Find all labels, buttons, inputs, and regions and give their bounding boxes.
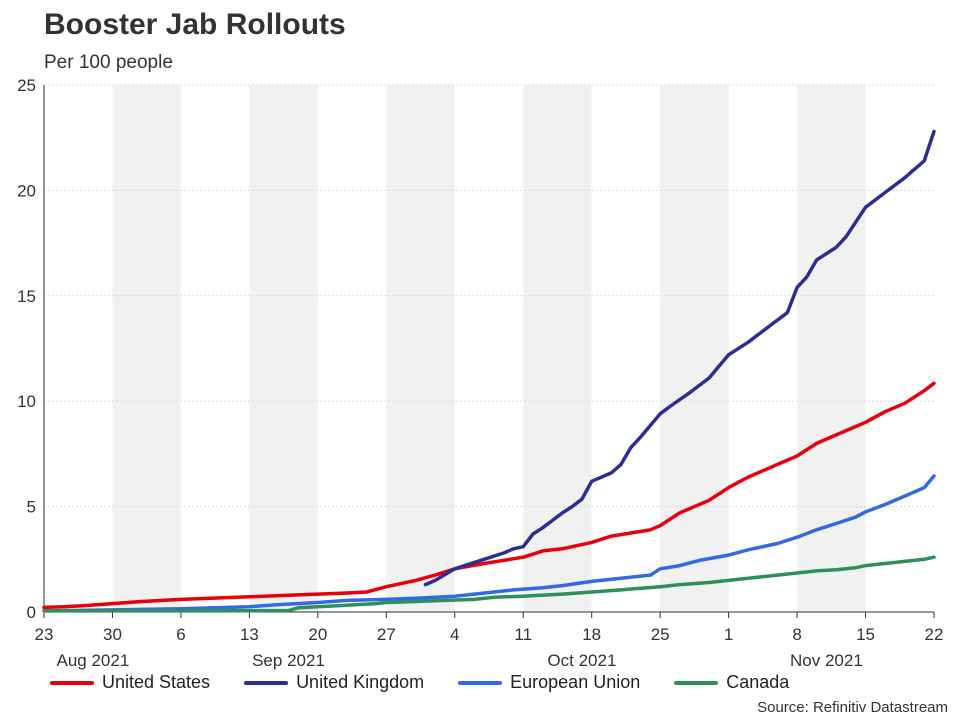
y-tick-label: 5 [27,498,36,517]
shaded-band-1 [249,85,318,612]
legend-label-canada: Canada [726,672,790,692]
y-tick-label: 15 [17,287,36,306]
legend-item-united-states: United States [50,672,210,693]
series-line-united-states [42,381,936,610]
shaded-band-0 [112,85,181,612]
y-tick-label: 25 [17,76,36,95]
shaded-band-4 [660,85,729,612]
chart-title: Booster Jab Rollouts [44,8,346,41]
series-line-canada [42,555,936,613]
x-tick-label: 27 [377,625,396,644]
legend-item-european-union: European Union [458,672,640,693]
shaded-band-2 [386,85,455,612]
x-month-label: Oct 2021 [547,651,616,670]
chart-subtitle: Per 100 people [44,52,173,73]
x-tick-label: 11 [514,625,532,644]
x-tick-label: 30 [103,625,122,644]
y-tick-label: 10 [17,392,36,411]
y-tick-label: 0 [27,603,36,622]
x-tick-label: 1 [724,625,733,644]
x-month-label: Aug 2021 [57,651,130,670]
shaded-band-3 [523,85,592,612]
x-tick-label: 4 [450,625,459,644]
legend-swatch-european-union [458,680,503,685]
x-tick-label: 15 [856,625,875,644]
source-note: Source: Refinitiv Datastream [757,699,948,716]
x-tick-label: 18 [582,625,601,644]
x-tick-label: 25 [651,625,670,644]
x-month-label: Nov 2021 [790,651,863,670]
x-tick-label: 8 [792,625,801,644]
legend-swatch-united-states [50,680,94,685]
series-line-european-union [42,474,936,613]
legend-label-european-union: European Union [510,672,641,692]
legend: United States United Kingdom European Un… [50,672,823,693]
y-tick-label: 20 [17,181,36,200]
legend-label-united-states: United States [102,672,211,692]
x-tick-label: 22 [925,625,944,644]
legend-item-canada: Canada [674,672,789,693]
x-tick-label: 6 [176,625,185,644]
legend-swatch-canada [674,680,719,685]
x-tick-label: 23 [35,625,54,644]
legend-swatch-united-kingdom [244,680,289,685]
legend-label-united-kingdom: United Kingdom [296,672,425,692]
x-tick-label: 13 [240,625,259,644]
legend-item-united-kingdom: United Kingdom [244,672,424,693]
x-tick-label: 20 [308,625,327,644]
series-line-united-kingdom [423,129,936,587]
x-month-label: Sep 2021 [252,651,325,670]
